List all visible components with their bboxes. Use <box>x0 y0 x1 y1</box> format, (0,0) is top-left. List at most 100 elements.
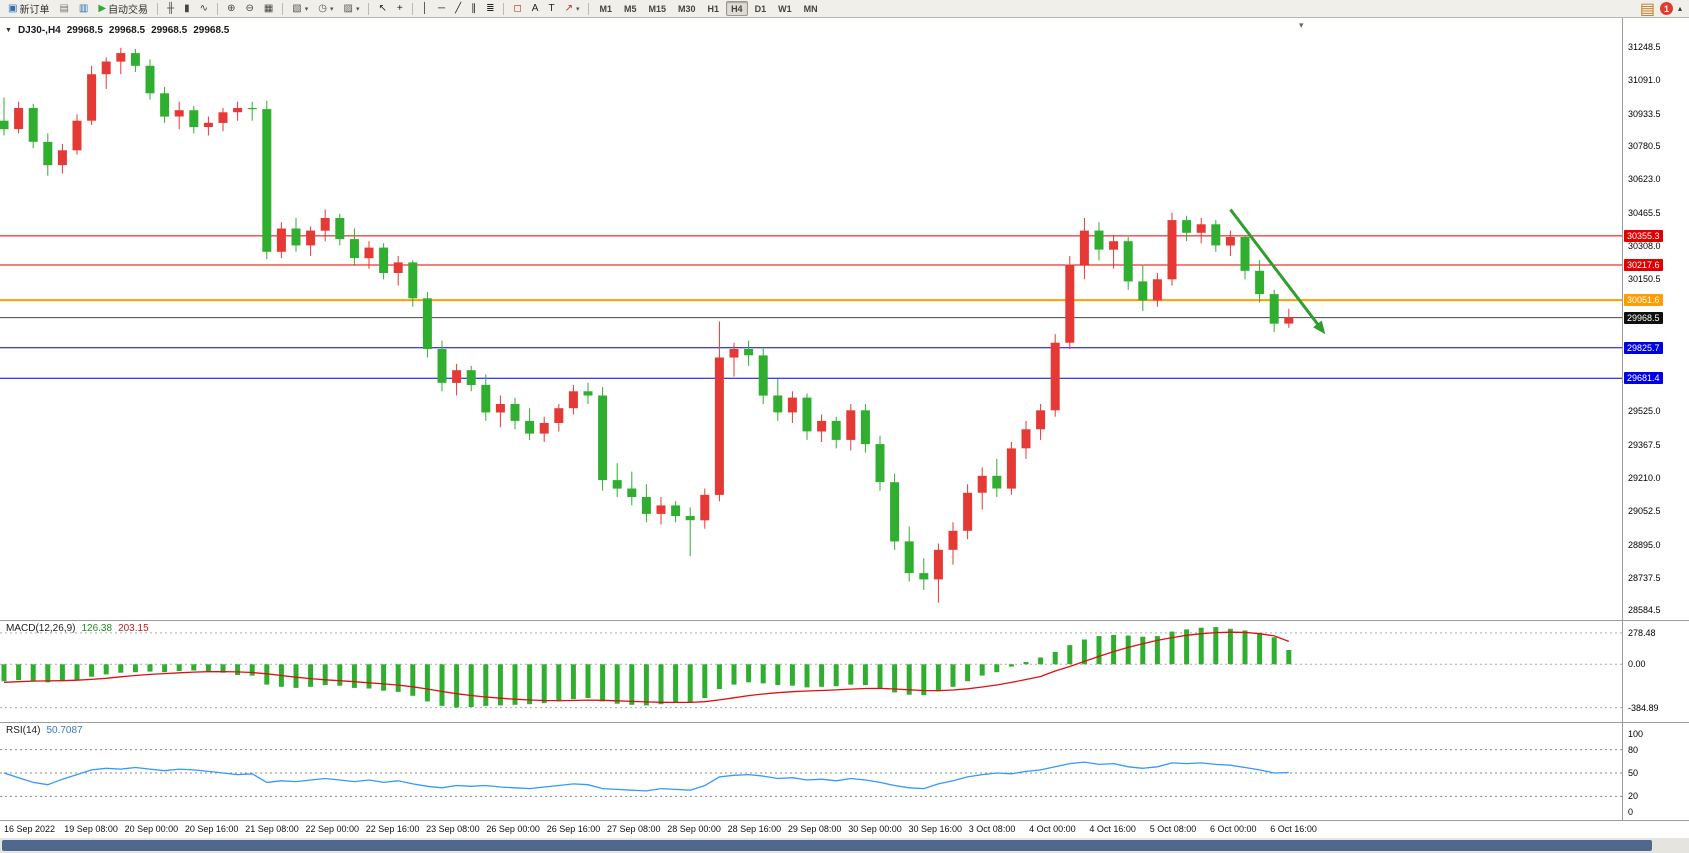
bar-chart-button[interactable]: ╫ <box>163 0 178 17</box>
price-tick: 29367.5 <box>1628 439 1661 450</box>
macd-axis[interactable]: 278.48 0.00 -384.89 <box>1623 620 1689 722</box>
arrows-icon: ↗ <box>564 2 573 14</box>
time-tick: 22 Sep 16:00 <box>365 824 420 834</box>
cursor-button[interactable]: ↖ <box>374 0 390 17</box>
profiles-caret-icon: ▾ <box>330 5 334 13</box>
time-tick: 4 Oct 16:00 <box>1089 824 1136 834</box>
vertical-line-button[interactable]: │ <box>418 0 432 17</box>
time-tick: 6 Oct 00:00 <box>1210 824 1257 834</box>
rsi-value: 50.7087 <box>46 725 83 736</box>
rsi-line <box>3 761 1289 792</box>
text-label-icon: T <box>548 2 555 14</box>
market-watch-button[interactable]: ▥ <box>75 0 92 17</box>
market-watch-icon: ▥ <box>78 2 89 14</box>
rsi-tick: 80 <box>1628 744 1639 755</box>
time-tick: 30 Sep 16:00 <box>908 824 963 834</box>
zoom-out-icon: ⊖ <box>245 2 254 14</box>
vertical-line-icon: │ <box>421 2 428 14</box>
macd-tick: 278.48 <box>1628 627 1656 638</box>
time-tick: 6 Oct 16:00 <box>1270 824 1317 834</box>
time-tick: 28 Sep 00:00 <box>667 824 721 834</box>
timeframe-h4-button[interactable]: H4 <box>726 1 748 16</box>
macd-panel[interactable] <box>0 620 1689 722</box>
zoom-in-button[interactable]: ⊕ <box>223 0 239 17</box>
time-axis[interactable]: 16 Sep 2022 19 Sep 08:00 20 Sep 00:00 20 Se… <box>0 820 1689 838</box>
horizontal-line-button[interactable]: ─ <box>434 0 449 17</box>
zoom-out-button[interactable]: ⊖ <box>241 0 257 17</box>
macd-name: MACD(12,26,9) <box>6 623 76 634</box>
collapse-icon[interactable]: ▼ <box>5 27 12 34</box>
scrollbar-thumb[interactable] <box>2 840 1652 851</box>
price-tick: 29052.5 <box>1628 506 1661 517</box>
rsi-axis[interactable]: 100 80 50 20 0 <box>1623 722 1689 820</box>
fibonacci-button[interactable]: ≣ <box>482 0 498 17</box>
panel-separator[interactable] <box>0 722 1689 723</box>
new-order-button[interactable]: ▣ 新订单 <box>4 0 53 17</box>
panel-separator[interactable] <box>0 620 1689 621</box>
chart-shift-marker-icon: ▾ <box>1299 20 1304 30</box>
timeframe-m5-button[interactable]: M5 <box>624 3 637 14</box>
chart-window-button[interactable]: ▤ <box>55 0 72 17</box>
trend-arrow[interactable] <box>1229 208 1322 328</box>
autotrade-button[interactable]: ▶ 自动交易 <box>94 0 152 17</box>
zoom-in-icon: ⊕ <box>227 2 236 14</box>
price-badge-29968.5: 29968.5 <box>1624 311 1663 324</box>
price-badge-30355.3: 30355.3 <box>1624 229 1663 242</box>
toolbar-separator <box>411 2 413 15</box>
mini-chart-icon[interactable]: ▤ <box>1639 0 1655 18</box>
time-tick: 23 Sep 08:00 <box>426 824 480 834</box>
autotrade-label: 自动交易 <box>108 5 149 16</box>
arrows-caret-icon: ▾ <box>575 5 580 13</box>
main-toolbar: ▣ 新订单 ▤ ▥ ▶ 自动交易 ╫ ▮ ∿ ⊕ ⊖ ▦ ▧ ▾ ◷ ▾ ▨ ▾ ↖ + │ ─ ╱ ∥ ≣ ◻ A T ↗ ▾ M1 M5 M… <box>0 0 1689 18</box>
bar-chart-icon: ╫ <box>167 2 175 14</box>
price-tick: 30308.0 <box>1628 240 1661 251</box>
timeframe-w1-button[interactable]: W1 <box>778 3 792 14</box>
timeframe-h1-button[interactable]: H1 <box>707 3 720 14</box>
symbol-timeframe: DJ30-,H4 <box>17 25 61 36</box>
price-badge-29825.7: 29825.7 <box>1624 341 1663 354</box>
new-chart-icon: ▧ <box>292 2 302 14</box>
horizontal-scrollbar[interactable] <box>0 838 1689 853</box>
profiles-button[interactable]: ◷ ▾ <box>314 0 337 17</box>
timeframe-d1-button[interactable]: D1 <box>754 3 767 14</box>
fibonacci-icon: ≣ <box>486 2 495 14</box>
timeframe-m1-button[interactable]: M1 <box>599 3 612 14</box>
text-label-button[interactable]: T <box>544 0 558 17</box>
autotrade-icon: ▶ <box>98 2 107 14</box>
text-button[interactable]: A <box>528 0 543 17</box>
price-axis[interactable]: 31248.5 31091.0 30933.5 30780.5 30623.0 30465… <box>1623 18 1689 620</box>
new-order-icon: ▣ <box>8 2 18 14</box>
macd-value-main: 126.38 <box>81 623 113 634</box>
text-icon: A <box>531 2 539 14</box>
rsi-label: RSI(14) 50.7087 <box>6 725 83 736</box>
time-tick: 5 Oct 08:00 <box>1149 824 1197 834</box>
crosshair-button[interactable]: + <box>393 0 407 17</box>
arrows-button[interactable]: ↗ ▾ <box>561 0 584 17</box>
macd-value-signal: 203.15 <box>118 623 149 634</box>
timeframe-m15-button[interactable]: M15 <box>648 3 667 14</box>
templates-button[interactable]: ▨ ▾ <box>340 0 364 17</box>
equidistant-channel-button[interactable]: ∥ <box>467 0 480 17</box>
timeframe-mn-button[interactable]: MN <box>803 3 818 14</box>
rsi-tick: 20 <box>1628 791 1639 802</box>
chart-ohlc-line: ▼ DJ30-,H4 29968.5 29968.5 29968.5 29968… <box>5 25 229 36</box>
rsi-panel[interactable] <box>0 722 1689 820</box>
profiles-icon: ◷ <box>318 2 327 14</box>
trendline-button[interactable]: ╱ <box>451 0 465 17</box>
notification-badge[interactable]: 1 <box>1659 2 1673 15</box>
new-chart-button[interactable]: ▧ ▾ <box>288 0 312 17</box>
price-chart[interactable] <box>0 18 1689 620</box>
toolbar-overflow-icon[interactable]: ▴ <box>1677 4 1682 13</box>
candlestick-chart-button[interactable]: ▮ <box>180 0 194 17</box>
line-chart-icon: ∿ <box>199 2 209 14</box>
line-chart-button[interactable]: ∿ <box>196 0 212 17</box>
toolbar-separator <box>282 2 284 15</box>
shapes-button[interactable]: ◻ <box>509 0 525 17</box>
chart-window-icon: ▤ <box>59 2 69 14</box>
timeframe-m30-button[interactable]: M30 <box>678 3 696 14</box>
rsi-name: RSI(14) <box>6 725 41 736</box>
price-badge-29681.4: 29681.4 <box>1624 372 1663 385</box>
macd-signal-line <box>3 631 1290 704</box>
candlestick-chart-icon: ▮ <box>184 2 190 14</box>
tile-windows-button[interactable]: ▦ <box>260 0 277 17</box>
